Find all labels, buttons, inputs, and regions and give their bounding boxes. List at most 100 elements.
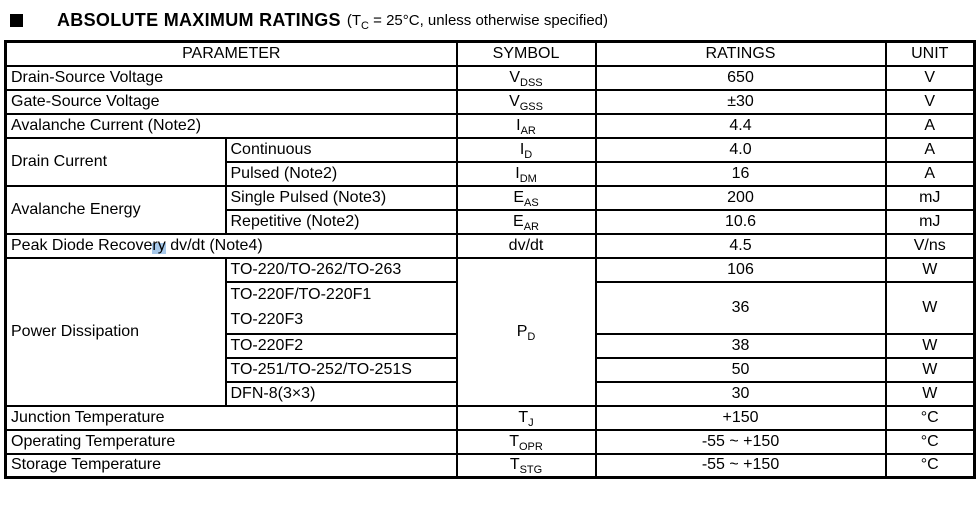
symbol-subscript: AR	[523, 220, 539, 233]
param-cell: Repetitive (Note2)	[224, 208, 458, 235]
symbol-base: V	[509, 68, 521, 86]
header-symbol: SYMBOL	[455, 40, 597, 67]
symbol-cell: VDSS	[455, 64, 597, 91]
param-line-2: TO-220F3	[230, 310, 304, 328]
unit-cell: °C	[884, 452, 976, 479]
rating-cell: 200	[594, 184, 887, 211]
param-cell: Single Pulsed (Note3)	[224, 184, 458, 211]
symbol-cell: dv/dt	[455, 232, 597, 259]
symbol-base: T	[509, 432, 519, 450]
symbol-subscript: D	[524, 148, 533, 161]
text-selection-artifact: ry	[152, 236, 166, 254]
symbol-cell: TSTG	[455, 452, 597, 479]
param-cell: Operating Temperature	[4, 428, 458, 455]
header-parameter: PARAMETER	[4, 40, 458, 67]
unit-cell: A	[884, 136, 976, 163]
symbol-base: P	[516, 322, 528, 340]
symbol-subscript: STG	[519, 464, 543, 477]
symbol-cell: PD	[455, 256, 597, 407]
symbol-base: I	[519, 140, 525, 158]
symbol-base: I	[516, 116, 521, 134]
param-line-1: TO-220F/TO-220F1	[230, 285, 372, 303]
rating-cell: +150	[594, 404, 887, 431]
symbol-subscript: J	[528, 416, 534, 429]
table-row: Repetitive (Note2) EAR 10.6 mJ	[6, 208, 976, 235]
param-text-before-selection: Peak Diode Recove	[11, 236, 153, 254]
section-bullet-icon	[10, 13, 23, 27]
symbol-base: E	[513, 212, 524, 230]
rating-cell: 10.6	[594, 208, 887, 235]
unit-cell: A	[884, 160, 976, 187]
table-row: Storage Temperature TSTG -55 ~ +150 °C	[4, 452, 976, 479]
rating-cell: 16	[594, 160, 887, 187]
header-ratings: RATINGS	[594, 40, 887, 67]
rating-cell: 650	[594, 64, 887, 91]
param-cell: Peak Diode Recovery dv/dt (Note4)	[4, 232, 458, 259]
rating-cell: 4.0	[594, 136, 887, 163]
symbol-cell: TOPR	[455, 428, 597, 455]
table-row: Junction Temperature TJ +150 °C	[4, 404, 976, 431]
unit-cell: A	[884, 112, 976, 139]
param-cell: Gate-Source Voltage	[4, 88, 458, 115]
param-cell: Junction Temperature	[4, 404, 458, 431]
unit-cell: °C	[884, 404, 976, 431]
param-text-after-selection: dv/dt (Note4)	[165, 236, 263, 254]
unit-cell: V	[884, 64, 976, 91]
rating-cell: -55 ~ +150	[594, 428, 887, 455]
unit-cell: V	[884, 88, 976, 115]
symbol-base: E	[513, 188, 524, 206]
symbol-cell: IAR	[455, 112, 597, 139]
rating-cell: 30	[594, 380, 887, 407]
rating-cell: 50	[594, 356, 887, 383]
table-row: Operating Temperature TOPR -55 ~ +150 °C	[4, 428, 976, 455]
section-title-text: ABSOLUTE MAXIMUM RATINGS	[57, 9, 341, 30]
param-cell: TO-251/TO-252/TO-251S	[224, 356, 458, 383]
section-title: ABSOLUTE MAXIMUM RATINGS (TC = 25°C, unl…	[0, 0, 978, 32]
param-cell: TO-220F/TO-220F1 TO-220F3	[224, 280, 458, 335]
table-row: Drain-Source Voltage VDSS 650 V	[4, 64, 976, 91]
rating-cell: 4.5	[594, 232, 887, 259]
rating-cell: ±30	[594, 88, 887, 115]
rating-cell: 4.4	[594, 112, 887, 139]
table-header-row: PARAMETER SYMBOL RATINGS UNIT	[4, 40, 976, 67]
unit-cell: W	[884, 256, 976, 283]
table-row: TO-220F/TO-220F1 TO-220F3 36 W	[6, 280, 976, 335]
symbol-subscript: DSS	[520, 76, 543, 89]
unit-cell: W	[884, 356, 976, 383]
rating-cell: 36	[594, 280, 887, 335]
param-cell: Storage Temperature	[4, 452, 458, 479]
symbol-subscript: GSS	[519, 100, 543, 113]
table-row: DFN-8(3×3) 30 W	[6, 380, 976, 407]
condition-prefix: (T	[346, 11, 362, 29]
symbol-subscript: AS	[524, 196, 539, 209]
symbol-subscript: AR	[520, 124, 536, 137]
symbol-cell: EAR	[455, 208, 597, 235]
table-row: Avalanche Current (Note2) IAR 4.4 A	[4, 112, 976, 139]
symbol-cell: EAS	[455, 184, 597, 211]
param-group-cell: Drain Current	[4, 136, 227, 187]
unit-cell: W	[884, 380, 976, 407]
unit-cell: mJ	[884, 208, 976, 235]
symbol-base: dv/dt	[508, 236, 544, 254]
condition-suffix: = 25°C, unless otherwise specified)	[368, 11, 609, 29]
rating-cell: 106	[594, 256, 887, 283]
rating-cell: 38	[594, 332, 887, 359]
symbol-subscript: D	[527, 330, 536, 343]
symbol-cell: VGSS	[455, 88, 597, 115]
section-title-condition: (TC = 25°C, unless otherwise specified)	[346, 11, 609, 32]
param-group-cell: Avalanche Energy	[4, 184, 227, 235]
param-cell: Drain-Source Voltage	[4, 64, 458, 91]
param-cell: Pulsed (Note2)	[224, 160, 458, 187]
table-row: Gate-Source Voltage VGSS ±30 V	[4, 88, 976, 115]
param-cell: Avalanche Current (Note2)	[4, 112, 458, 139]
absolute-maximum-ratings-table: PARAMETER SYMBOL RATINGS UNIT Drain-Sour…	[4, 40, 977, 479]
rating-cell: -55 ~ +150	[594, 452, 887, 479]
unit-cell: W	[884, 332, 976, 359]
table-row: Power Dissipation TO-220/TO-262/TO-263 P…	[4, 256, 976, 407]
param-cell: DFN-8(3×3)	[224, 380, 458, 407]
table-row: Drain Current Continuous ID 4.0 A	[4, 136, 976, 187]
header-unit: UNIT	[884, 40, 976, 67]
table-row: Avalanche Energy Single Pulsed (Note3) E…	[4, 184, 976, 235]
symbol-base: T	[509, 456, 520, 474]
unit-cell: mJ	[884, 184, 976, 211]
